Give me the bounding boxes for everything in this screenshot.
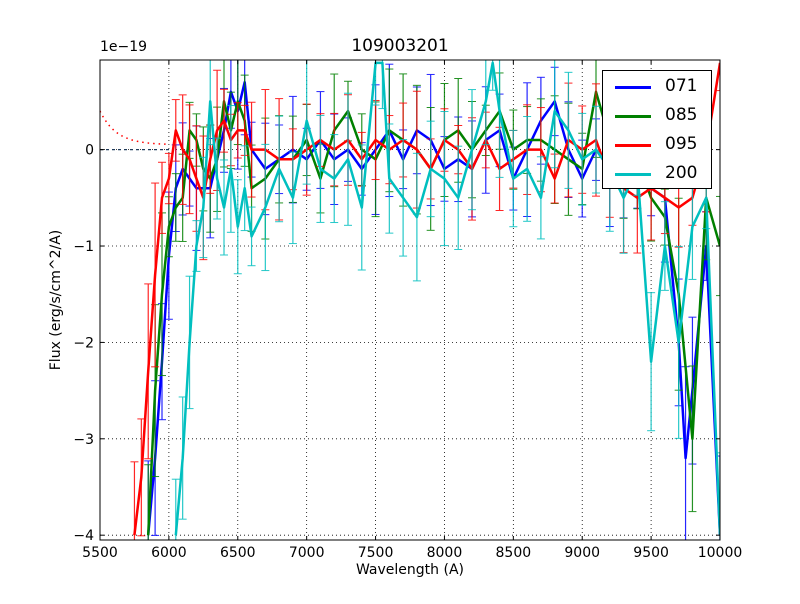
y-tick-label: 0 xyxy=(85,143,94,159)
x-tick-label: 9000 xyxy=(564,545,600,561)
x-tick-label: 6500 xyxy=(220,545,256,561)
y-tick-label: −1 xyxy=(73,239,94,255)
y-tick-label: −4 xyxy=(73,528,94,544)
data-series xyxy=(130,60,720,540)
legend-label: 085 xyxy=(665,105,698,125)
axis-ticks: 5500 6000 6500 7000 7500 8000 8500 9000 9500 1000… xyxy=(73,60,742,561)
legend-label: 071 xyxy=(665,76,698,96)
y-axis-label: Flux (erg/s/cm^2/A) xyxy=(48,229,64,371)
x-tick-label: 10000 xyxy=(698,545,743,561)
x-tick-label: 7000 xyxy=(289,545,325,561)
legend-label: 095 xyxy=(665,134,698,154)
plot-frame xyxy=(99,59,721,541)
model-curves xyxy=(99,110,172,151)
chart-title: 109003201 xyxy=(351,36,449,56)
legend-swatch xyxy=(615,86,651,89)
y-tick-label: −2 xyxy=(73,335,94,351)
legend-item-200: 200 xyxy=(603,160,711,188)
legend-item-085: 085 xyxy=(603,102,711,130)
x-tick-label: 5500 xyxy=(82,545,118,561)
legend: 071 085 095 200 xyxy=(602,70,712,189)
y-tick-label: −3 xyxy=(73,432,94,448)
legend-item-095: 095 xyxy=(603,131,711,159)
legend-swatch xyxy=(615,173,651,176)
x-tick-label: 8000 xyxy=(427,545,463,561)
y-offset-label: 1e−19 xyxy=(100,39,148,55)
x-tick-label: 8500 xyxy=(496,545,532,561)
x-tick-label: 6000 xyxy=(151,545,187,561)
legend-item-071: 071 xyxy=(603,73,711,101)
legend-label: 200 xyxy=(665,163,698,183)
legend-swatch xyxy=(615,144,651,147)
x-tick-label: 9500 xyxy=(633,545,669,561)
legend-swatch xyxy=(615,115,651,118)
x-axis-label: Wavelength (A) xyxy=(355,562,464,578)
x-tick-label: 7500 xyxy=(358,545,394,561)
